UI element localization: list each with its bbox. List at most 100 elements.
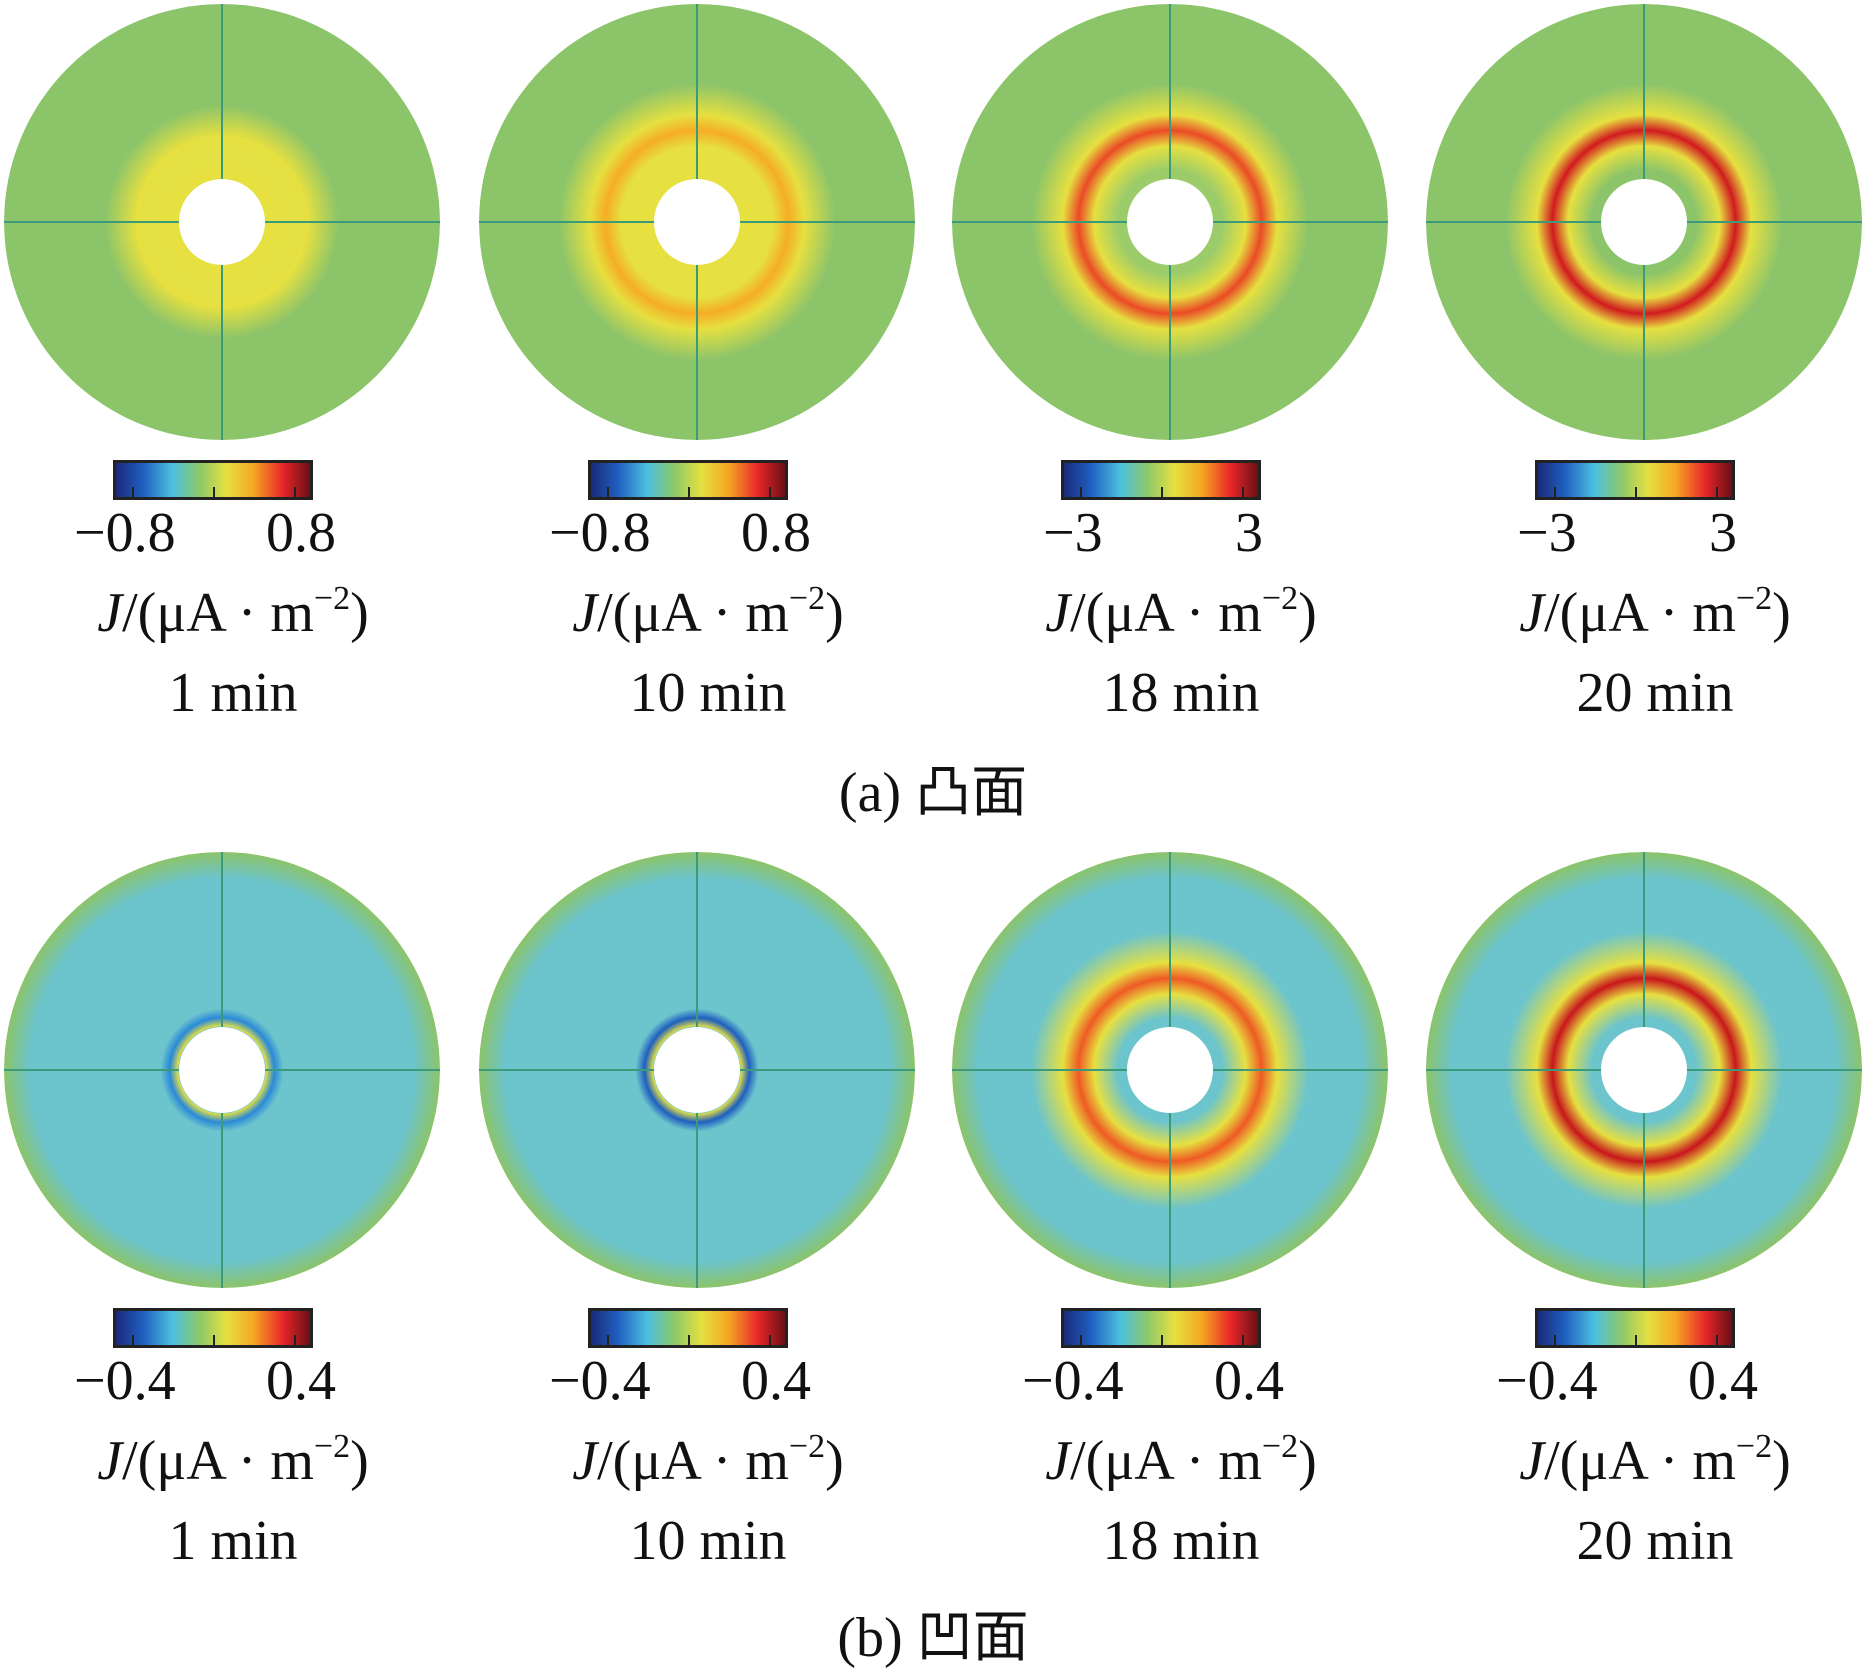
current-density-disk (4, 4, 440, 440)
center-hole (1601, 1027, 1687, 1113)
current-density-disk (479, 852, 915, 1288)
time-label: 18 min (1102, 1510, 1260, 1572)
colorbar-tick (1079, 487, 1082, 497)
colorbar-tick (1242, 1335, 1245, 1345)
colorbar-min-label: −3 (1517, 502, 1577, 564)
colorbar-max-label: 0.4 (266, 1350, 336, 1412)
colorbar-max-label: 0.8 (266, 502, 336, 564)
center-hole (1601, 179, 1687, 265)
colorbar-max-label: 0.8 (741, 502, 811, 564)
current-density-disk (952, 4, 1388, 440)
disk-field (4, 4, 440, 440)
colorbar-tick (131, 1335, 134, 1345)
colorbar-min-label: −0.4 (1496, 1350, 1598, 1412)
disk-field (4, 852, 440, 1288)
center-hole (654, 1027, 740, 1113)
disk-field (1426, 4, 1862, 440)
colorbar-tick (688, 487, 690, 497)
colorbar-tick (1161, 487, 1163, 497)
colorbar-tick (213, 1335, 215, 1345)
colorbar-tick (1242, 487, 1245, 497)
colorbar-min-label: −3 (1043, 502, 1103, 564)
colorbar-tick (1635, 487, 1637, 497)
unit-label: J/(μA · m−2) (1519, 1428, 1791, 1492)
colorbar-tick (1553, 487, 1556, 497)
panel-convex-10: −0.8 0.8 J/(μA · m−2) 10 min (475, 0, 941, 721)
current-density-disk (952, 852, 1388, 1288)
colorbar-tick (1161, 1335, 1163, 1345)
disk-field (479, 4, 915, 440)
disk-field (479, 852, 915, 1288)
colorbar-tick (213, 487, 215, 497)
colorbar-tick (1635, 1335, 1637, 1345)
current-density-disk (4, 852, 440, 1288)
colorbar-min-label: −0.4 (1022, 1350, 1124, 1412)
colorbar-max-label: 0.4 (1688, 1350, 1758, 1412)
panel-concave-20: −0.4 0.4 J/(μA · m−2) 20 min (1422, 848, 1866, 1569)
colorbar (113, 1308, 313, 1348)
colorbar-tick (688, 1335, 690, 1345)
disk-field (952, 4, 1388, 440)
colorbar-tick (1553, 1335, 1556, 1345)
unit-label: J/(μA · m−2) (572, 580, 844, 644)
colorbar (1061, 460, 1261, 500)
time-label: 1 min (168, 1510, 298, 1572)
colorbar-tick (769, 1335, 772, 1345)
caption-concave: (b) 凹面 (837, 1607, 1029, 1669)
center-hole (654, 179, 740, 265)
center-hole (1127, 179, 1213, 265)
colorbar (1535, 460, 1735, 500)
caption-convex: (a) 凸面 (838, 762, 1028, 824)
panel-concave-1: −0.4 0.4 J/(μA · m−2) 1 min (0, 848, 466, 1569)
colorbar (1061, 1308, 1261, 1348)
unit-label: J/(μA · m−2) (1519, 580, 1791, 644)
colorbar (113, 460, 313, 500)
center-hole (1127, 1027, 1213, 1113)
disk-field (952, 852, 1388, 1288)
time-label: 18 min (1102, 662, 1260, 724)
time-label: 10 min (629, 1510, 787, 1572)
unit-label: J/(μA · m−2) (1045, 1428, 1317, 1492)
center-hole (179, 179, 265, 265)
colorbar-tick (131, 487, 134, 497)
colorbar-tick (606, 487, 609, 497)
panel-concave-18: −0.4 0.4 J/(μA · m−2) 18 min (948, 848, 1414, 1569)
row-convex: −0.8 0.8 J/(μA · m−2) 1 min −0.8 0.8 J/(… (0, 0, 1866, 721)
time-label: 20 min (1576, 662, 1734, 724)
colorbar (1535, 1308, 1735, 1348)
panel-convex-1: −0.8 0.8 J/(μA · m−2) 1 min (0, 0, 466, 721)
colorbar-min-label: −0.4 (549, 1350, 651, 1412)
colorbar-tick (606, 1335, 609, 1345)
current-density-disk (1426, 4, 1862, 440)
colorbar-max-label: 3 (1235, 502, 1263, 564)
current-density-disk (479, 4, 915, 440)
time-label: 20 min (1576, 1510, 1734, 1572)
row-concave: −0.4 0.4 J/(μA · m−2) 1 min −0.4 0.4 J/(… (0, 848, 1866, 1569)
unit-label: J/(μA · m−2) (572, 1428, 844, 1492)
colorbar-min-label: −0.4 (74, 1350, 176, 1412)
center-hole (179, 1027, 265, 1113)
colorbar-min-label: −0.8 (549, 502, 651, 564)
current-density-disk (1426, 852, 1862, 1288)
colorbar-tick (294, 487, 297, 497)
colorbar-max-label: 3 (1709, 502, 1737, 564)
time-label: 1 min (168, 662, 298, 724)
colorbar (588, 460, 788, 500)
unit-label: J/(μA · m−2) (97, 580, 369, 644)
colorbar-tick (769, 487, 772, 497)
colorbar-max-label: 0.4 (1214, 1350, 1284, 1412)
colorbar-max-label: 0.4 (741, 1350, 811, 1412)
unit-label: J/(μA · m−2) (1045, 580, 1317, 644)
time-label: 10 min (629, 662, 787, 724)
colorbar-tick (1716, 1335, 1719, 1345)
colorbar-tick (1716, 487, 1719, 497)
colorbar-min-label: −0.8 (74, 502, 176, 564)
colorbar-tick (1079, 1335, 1082, 1345)
colorbar-tick (294, 1335, 297, 1345)
unit-label: J/(μA · m−2) (97, 1428, 369, 1492)
disk-field (1426, 852, 1862, 1288)
panel-concave-10: −0.4 0.4 J/(μA · m−2) 10 min (475, 848, 941, 1569)
panel-convex-18: −3 3 J/(μA · m−2) 18 min (948, 0, 1414, 721)
colorbar (588, 1308, 788, 1348)
panel-convex-20: −3 3 J/(μA · m−2) 20 min (1422, 0, 1866, 721)
